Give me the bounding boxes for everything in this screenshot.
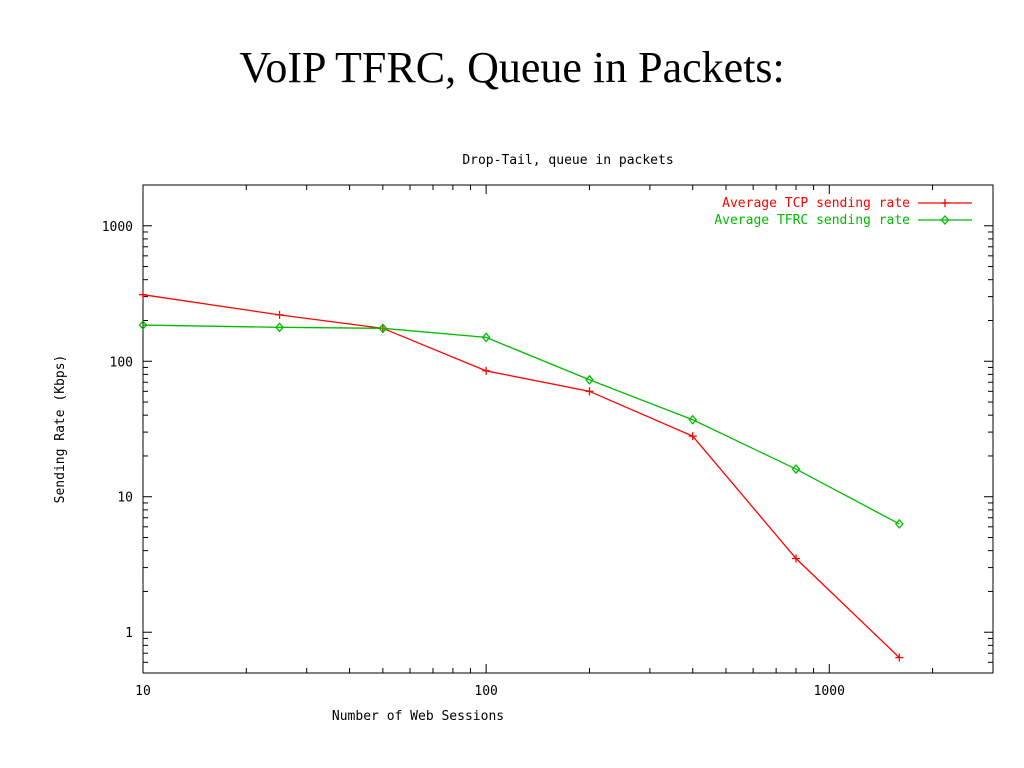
data-point [585, 374, 594, 385]
data-point [275, 310, 284, 319]
legend-label: Average TCP sending rate [722, 196, 910, 211]
data-point [941, 199, 949, 207]
data-point [791, 464, 801, 475]
data-point [895, 653, 904, 662]
y-axis-ticks: 1 10 100 1000 [102, 184, 993, 674]
x-tick-label: 100 [474, 684, 497, 699]
series-tfrc [138, 320, 904, 529]
chart-title: Drop-Tail, queue in packets [462, 153, 673, 168]
legend-item: Average TFRC sending rate [714, 213, 972, 228]
series-line [142, 294, 900, 659]
y-tick-label: 1000 [102, 220, 133, 235]
data-point [378, 323, 388, 334]
data-point [481, 332, 491, 343]
data-point [688, 432, 697, 441]
series-line [142, 324, 900, 525]
x-axis-ticks: 10 100 1000 [135, 185, 994, 699]
series-layer [138, 290, 904, 662]
data-point [940, 215, 950, 225]
y-axis-label: Sending Rate (Kbps) [53, 355, 68, 504]
plot-frame [142, 184, 994, 674]
legend-item: Average TCP sending rate [722, 196, 972, 211]
data-point [894, 518, 904, 529]
series-tcp [139, 290, 904, 662]
plot-border [142, 184, 994, 674]
slide-title: VoIP TFRC, Queue in Packets: [239, 43, 785, 92]
x-axis-label: Number of Web Sessions [332, 709, 504, 724]
y-tick-label: 1 [125, 626, 133, 641]
legend: Average TCP sending rate Average TFRC sen… [714, 196, 972, 228]
y-tick-label: 10 [117, 491, 133, 506]
data-point [585, 387, 594, 396]
y-tick-label: 100 [110, 355, 133, 370]
legend-label: Average TFRC sending rate [714, 213, 910, 228]
data-point [688, 414, 698, 425]
x-tick-label: 1000 [814, 684, 845, 699]
data-point [139, 290, 147, 299]
data-point [275, 322, 284, 333]
data-point [482, 366, 491, 375]
x-tick-label: 10 [135, 684, 151, 699]
data-point [792, 554, 801, 563]
data-point [138, 320, 148, 331]
